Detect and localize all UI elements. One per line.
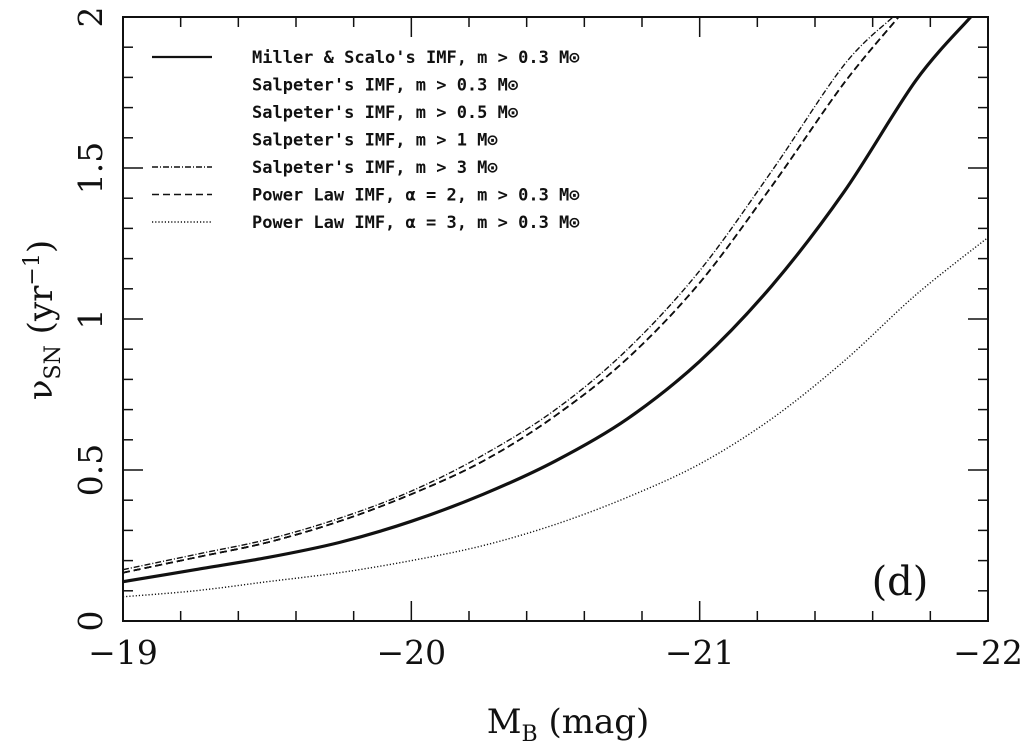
axis-ticks	[122, 16, 989, 622]
series-line-1	[122, 15, 972, 584]
legend-label-2: Salpeter's IMF, m > 0.3 M⊙	[252, 76, 519, 96]
y-tick-label: 1.5	[71, 142, 110, 194]
x-tick-label: −22	[953, 633, 1023, 672]
series-line-5	[122, 16, 894, 571]
x-axis-label-sub: B	[522, 722, 538, 747]
y-axis-label-sup: −1	[20, 253, 45, 285]
legend-label-7: Power Law IMF, α = 3, m > 0.3 M⊙	[252, 213, 580, 233]
x-axis-label-unit: (mag)	[549, 702, 650, 742]
legend: Miller & Scalo's IMF, m > 0.3 M⊙ Salpeter…	[152, 48, 580, 233]
y-tick-label: 0.5	[71, 444, 110, 496]
y-tick-label: 0	[71, 611, 110, 632]
legend-label-1: Miller & Scalo's IMF, m > 0.3 M⊙	[252, 48, 580, 68]
y-axis-label-main: ν	[21, 379, 61, 400]
series-line-7	[122, 236, 989, 598]
y-axis-label: νSN (yr−1)	[20, 240, 66, 400]
x-tick-label: −20	[377, 633, 447, 672]
y-tick-label: 1	[71, 309, 110, 330]
x-axis-label-main: M	[487, 702, 522, 742]
legend-label-5: Salpeter's IMF, m > 3 M⊙	[252, 158, 498, 178]
series-group	[122, 15, 989, 598]
x-tick-label: −19	[88, 633, 158, 672]
series-line-6	[122, 16, 900, 574]
x-tick-label: −21	[665, 633, 735, 672]
x-axis-label: MB (mag)	[487, 702, 650, 747]
series-line-2	[122, 16, 900, 574]
legend-label-3: Salpeter's IMF, m > 0.5 M⊙	[252, 103, 519, 123]
series-line-4	[122, 16, 900, 574]
y-axis-label-unit-post: )	[21, 240, 61, 253]
panel-label: (d)	[872, 559, 929, 605]
series-line-3	[122, 16, 900, 574]
legend-label-6: Power Law IMF, α = 2, m > 0.3 M⊙	[252, 186, 580, 206]
legend-label-4: Salpeter's IMF, m > 1 M⊙	[252, 131, 498, 151]
y-axis-label-unit-pre: (yr	[21, 285, 61, 334]
y-tick-label: 2	[71, 7, 110, 28]
axis-tick-labels: −19 −20 −21 −22 0 0.5 1 1.5 2	[71, 7, 1023, 673]
y-axis-label-sub: SN	[41, 345, 66, 379]
